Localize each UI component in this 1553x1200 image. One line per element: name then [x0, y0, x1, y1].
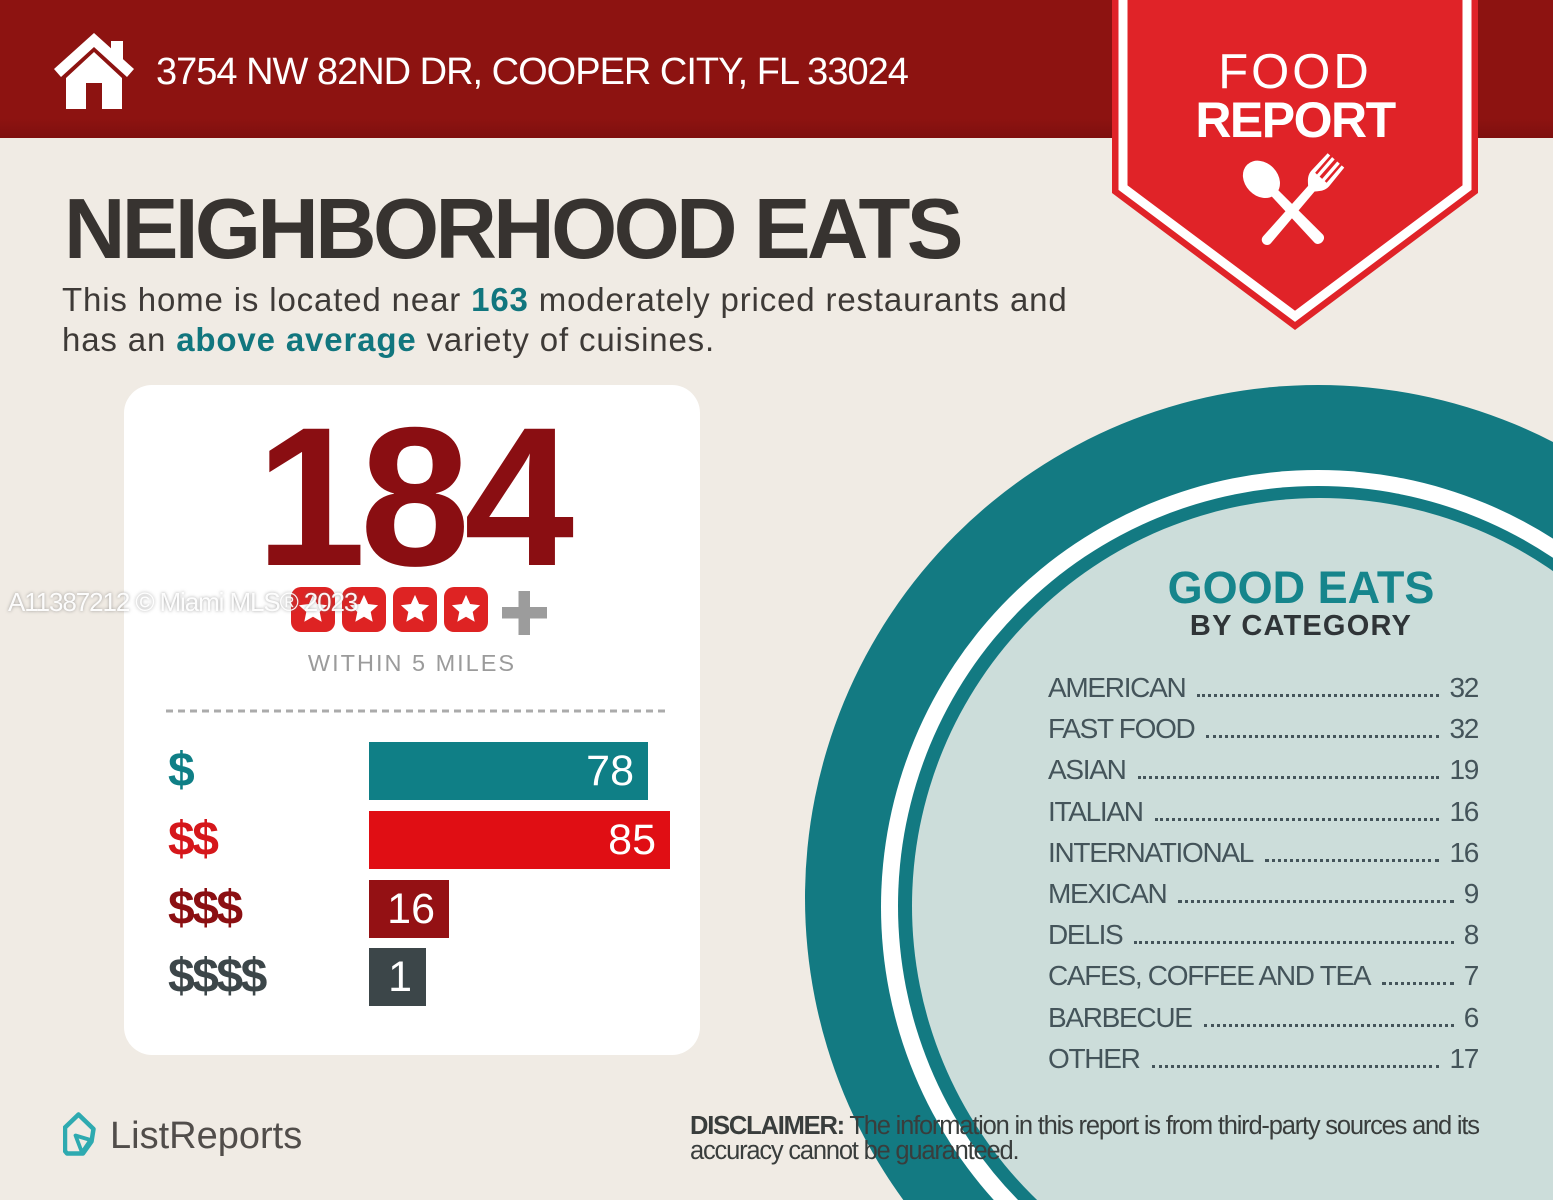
- svg-text:REPORT: REPORT: [1195, 92, 1395, 148]
- svg-text:FOOD: FOOD: [1218, 45, 1372, 99]
